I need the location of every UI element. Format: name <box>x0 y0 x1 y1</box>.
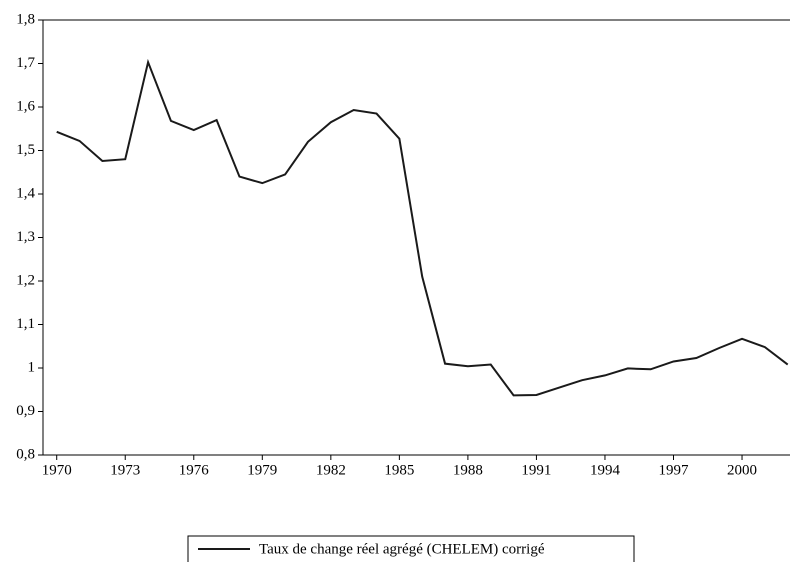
y-tick-label: 1,3 <box>16 229 35 245</box>
series-line <box>56 58 789 397</box>
y-tick-label: 0,9 <box>16 403 35 419</box>
x-tick-label: 1973 <box>110 462 140 478</box>
y-tick-label: 1,2 <box>16 272 35 288</box>
legend-label: Taux de change réel agrégé (CHELEM) corr… <box>259 541 545 557</box>
x-tick-label: 1988 <box>453 462 483 478</box>
y-tick-label: 1,7 <box>16 55 35 71</box>
y-tick-label: 1,6 <box>16 98 35 114</box>
legend-box <box>187 535 635 562</box>
x-tick-label: 1976 <box>179 462 210 478</box>
x-tick-label: 1997 <box>658 462 689 478</box>
x-tick-label: 1982 <box>316 462 346 478</box>
x-tick-label: 2000 <box>727 462 757 478</box>
x-tick-label: 1979 <box>247 462 277 478</box>
x-tick-label: 1994 <box>590 462 621 478</box>
y-tick-label: 1,4 <box>16 185 35 201</box>
y-tick-label: 1 <box>28 359 36 375</box>
y-tick-label: 1,5 <box>16 142 35 158</box>
x-tick-label: 1985 <box>384 462 414 478</box>
x-tick-label: 1991 <box>521 462 551 478</box>
y-tick-label: 1,1 <box>16 316 35 332</box>
y-tick-label: 0,8 <box>16 446 35 462</box>
legend: Taux de change réel agrégé (CHELEM) corr… <box>187 535 635 562</box>
y-tick-label: 1,8 <box>16 11 35 27</box>
x-tick-label: 1970 <box>42 462 72 478</box>
